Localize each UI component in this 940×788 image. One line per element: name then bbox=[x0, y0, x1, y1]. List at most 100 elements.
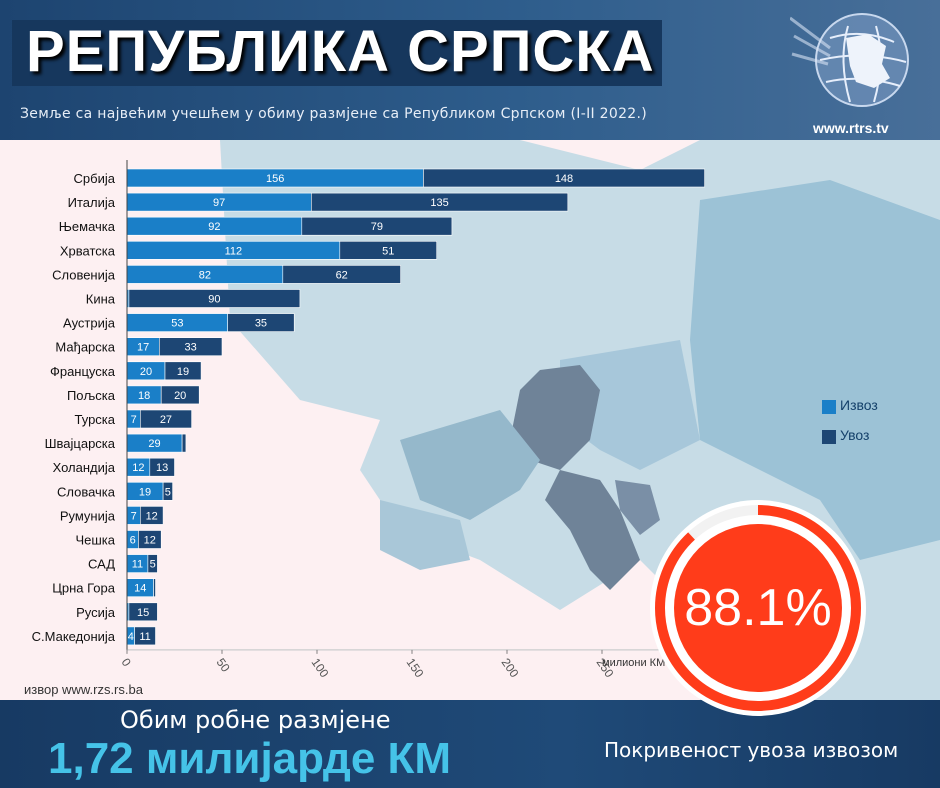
title-box bbox=[12, 20, 662, 86]
rtrs-globe-logo-icon bbox=[790, 13, 909, 107]
category-label: Италија bbox=[68, 195, 116, 210]
x-tick-label: 150 bbox=[404, 656, 427, 681]
bar-value-label: 35 bbox=[255, 318, 267, 330]
category-label: Црна Гора bbox=[52, 581, 115, 596]
import-bar bbox=[301, 216, 453, 236]
legend-item-export: Извоз bbox=[822, 397, 912, 417]
legend-item-import: Увоз bbox=[822, 427, 912, 447]
bar-value-label: 79 bbox=[371, 221, 383, 233]
import-bar bbox=[227, 313, 295, 332]
footer-banner bbox=[0, 700, 940, 788]
chart-subtitle: Земље са највећим учешћем у обиму размје… bbox=[20, 106, 648, 122]
import-bar bbox=[140, 506, 164, 525]
bar-value-label: 12 bbox=[146, 510, 158, 522]
bar-value-label: 15 bbox=[137, 607, 149, 619]
category-label: Русија bbox=[76, 605, 116, 620]
bar-value-label: 19 bbox=[177, 366, 189, 378]
import-bar bbox=[423, 168, 705, 188]
category-label: САД bbox=[88, 557, 115, 572]
legend-label-import: Увоз bbox=[840, 427, 870, 443]
germany-shape bbox=[512, 365, 600, 470]
legend-label-export: Извоз bbox=[840, 397, 878, 413]
category-label: Словачка bbox=[57, 484, 116, 499]
source-note: извор www.rzs.rs.ba bbox=[24, 682, 143, 697]
bar-value-label: 14 bbox=[134, 583, 146, 595]
bar-value-label: 112 bbox=[225, 245, 243, 257]
import-bar bbox=[282, 265, 401, 284]
legend-swatch-export bbox=[822, 400, 836, 414]
gauge-center bbox=[674, 524, 842, 692]
bar-value-label: 90 bbox=[208, 294, 220, 306]
bar-value-label: 4 bbox=[128, 631, 134, 643]
import-bar bbox=[128, 602, 158, 622]
import-bar bbox=[181, 433, 187, 453]
bar-value-label: 6 bbox=[130, 535, 136, 547]
category-label: Француска bbox=[50, 364, 116, 379]
category-label: Аустрија bbox=[63, 316, 116, 331]
import-bar bbox=[160, 385, 200, 405]
import-bar bbox=[134, 626, 156, 646]
bar-value-label: 12 bbox=[144, 535, 156, 547]
category-label: Чешка bbox=[75, 533, 115, 548]
category-label: Хрватска bbox=[60, 243, 116, 258]
coverage-value: 88.1% bbox=[684, 579, 832, 637]
import-bar bbox=[149, 457, 175, 477]
import-bar bbox=[162, 481, 173, 501]
bar-value-label: 7 bbox=[131, 414, 137, 426]
bar-value-label: 29 bbox=[148, 438, 160, 450]
category-label: Швајцарска bbox=[45, 436, 116, 451]
italy-shape bbox=[545, 470, 640, 590]
bar-value-label: 17 bbox=[137, 342, 149, 354]
x-axis-unit-label: милиони КМ bbox=[602, 657, 666, 669]
bar-value-label: 13 bbox=[156, 462, 168, 474]
bar-value-label: 148 bbox=[555, 173, 573, 185]
category-label: Холандија bbox=[53, 460, 116, 475]
bar-value-label: 135 bbox=[430, 197, 448, 209]
trade-volume-value: 1,72 милијарде КМ bbox=[48, 734, 452, 783]
category-label: Мађарска bbox=[55, 340, 115, 355]
import-bar bbox=[310, 192, 569, 212]
bar-value-label: 19 bbox=[139, 486, 151, 498]
import-bar bbox=[159, 337, 223, 356]
import-bar bbox=[140, 409, 192, 429]
x-tick-label: 50 bbox=[214, 656, 233, 675]
category-label: Турска bbox=[75, 412, 116, 427]
bar-value-label: 97 bbox=[213, 197, 225, 209]
bar-value-label: 156 bbox=[266, 173, 284, 185]
bar-value-label: 11 bbox=[132, 559, 143, 571]
site-url: www.rtrs.tv bbox=[813, 120, 889, 136]
category-labels: Србија Италија Њемачка Хрватска Словенија Кин… bbox=[32, 171, 116, 644]
x-tick-label: 200 bbox=[499, 656, 522, 681]
legend-swatch-import bbox=[822, 430, 836, 444]
import-bar bbox=[339, 241, 437, 260]
page-title: РЕПУБЛИКА СРПСКА bbox=[26, 19, 655, 84]
bar-value-label: 20 bbox=[174, 390, 186, 402]
bar-value-label: 11 bbox=[139, 631, 150, 643]
x-tick-label: 100 bbox=[309, 656, 332, 681]
category-label: Пољска bbox=[67, 388, 116, 403]
bar-value-label: 51 bbox=[382, 245, 394, 257]
category-label: Њемачка bbox=[59, 219, 116, 234]
category-label: С.Македонија bbox=[32, 629, 116, 644]
import-bar bbox=[128, 289, 301, 308]
coverage-gauge bbox=[650, 500, 866, 716]
import-bar bbox=[153, 578, 156, 598]
bar-value-label: 7 bbox=[131, 510, 137, 522]
gauge-arc bbox=[655, 505, 861, 711]
bar-value-label: 92 bbox=[208, 221, 220, 233]
category-label: Кина bbox=[86, 292, 116, 307]
category-label: Словенија bbox=[52, 267, 116, 282]
x-tick-label: 0 bbox=[119, 656, 134, 670]
category-label: Румунија bbox=[60, 508, 116, 523]
coverage-label: Покривеност увоза извозом bbox=[604, 738, 899, 762]
bar-value-label: 82 bbox=[199, 269, 211, 281]
trade-volume-label: Обим робне размјене bbox=[120, 706, 391, 734]
bar-value-label: 12 bbox=[132, 462, 144, 474]
bar-value-label: 20 bbox=[140, 366, 152, 378]
bar-value-label: 62 bbox=[336, 269, 348, 281]
import-bar bbox=[164, 361, 202, 381]
bar-value-label: 5 bbox=[165, 486, 171, 498]
bar-value-label: 53 bbox=[171, 318, 183, 330]
bar-value-label: 33 bbox=[185, 342, 197, 354]
bar-value-label: 27 bbox=[160, 414, 172, 426]
